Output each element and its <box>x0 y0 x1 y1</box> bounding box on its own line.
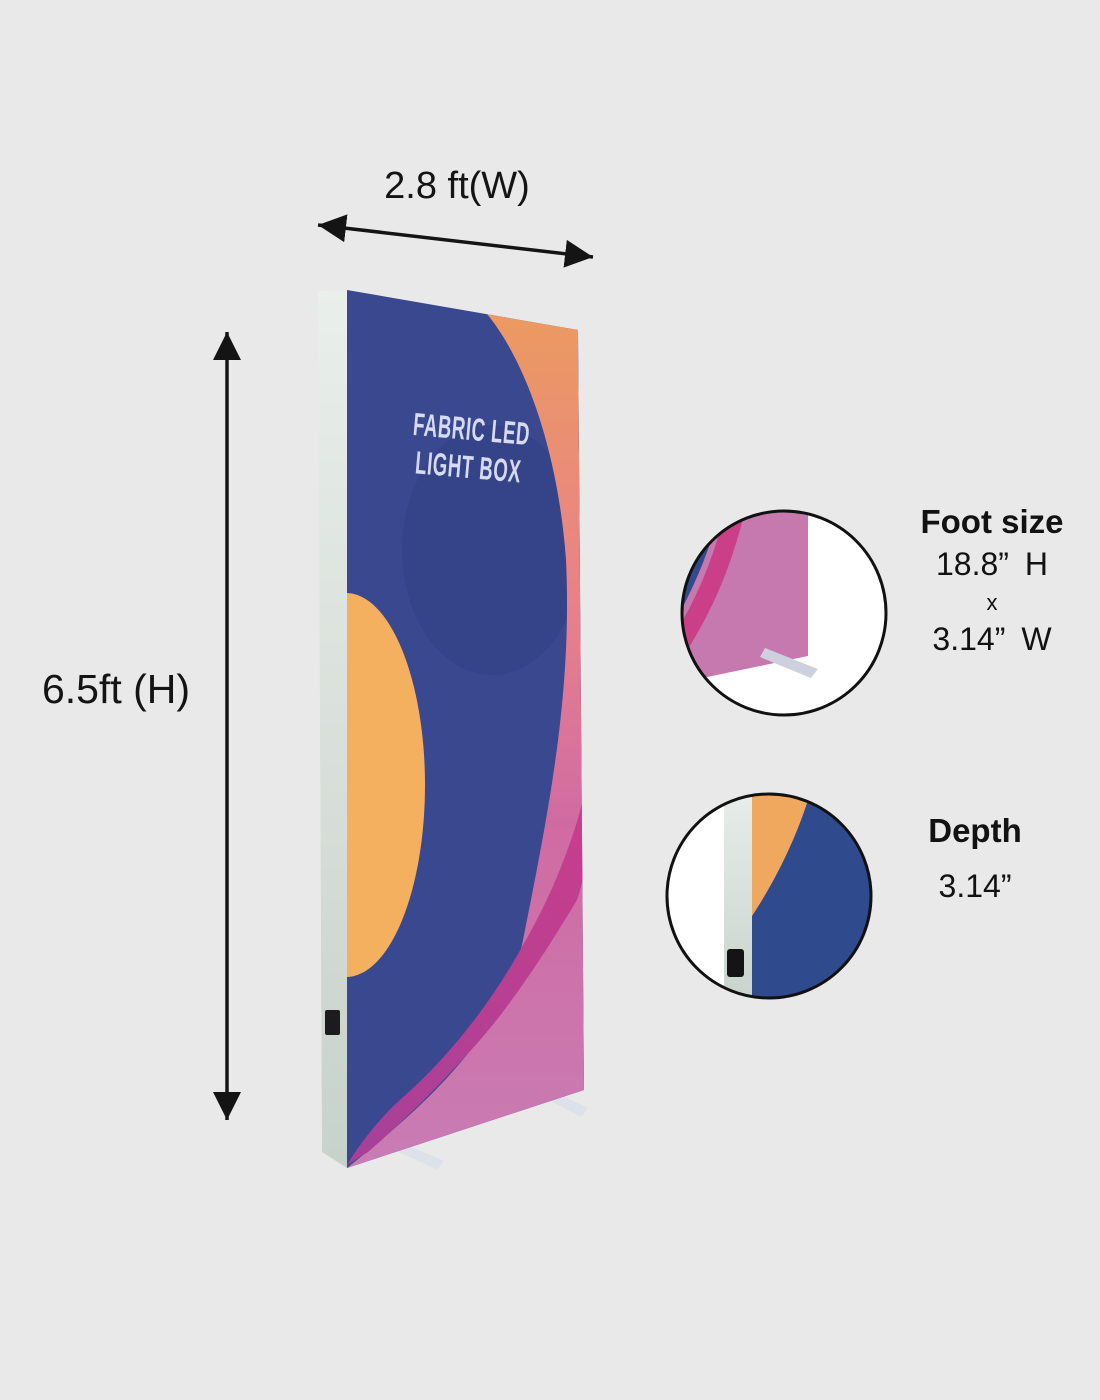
width-arrow <box>317 214 594 268</box>
detail-magenta-band <box>682 511 758 676</box>
banner-side-frame <box>318 290 347 1168</box>
depth-detail-content <box>724 794 871 998</box>
power-port <box>325 1010 340 1035</box>
banner-orange-disc <box>347 593 425 977</box>
depth-value: 3.14” <box>938 868 1012 904</box>
depth-block: Depth 3.14” <box>865 812 1085 905</box>
banner-front-face <box>347 290 584 1168</box>
foot-detail-content <box>682 511 818 689</box>
depth-detail-outline <box>665 792 873 1000</box>
foot-size-width: 3.14” W <box>932 621 1052 657</box>
banner-dark-halo <box>402 425 582 675</box>
foot-detail-circle <box>680 509 888 717</box>
depth-detail-circle <box>665 792 873 1000</box>
foot-size-separator: x <box>986 590 998 615</box>
foot-detail-outline <box>680 509 888 717</box>
height-dimension-label: 6.5ft (H) <box>41 666 191 712</box>
width-dimension-label: 2.8 ft(W) <box>384 165 530 207</box>
lightbox-banner <box>318 290 584 1168</box>
depth-title: Depth <box>928 812 1022 849</box>
foot-size-height: 18.8” H <box>935 546 1049 582</box>
detail-foot <box>760 648 818 678</box>
detail-orange-region <box>752 794 814 916</box>
detail-navy-region <box>752 794 871 998</box>
foot-size-block: Foot size 18.8” H x 3.14” W <box>877 503 1100 658</box>
foot-size-title: Foot size <box>920 503 1064 540</box>
detail-power-port <box>727 949 744 977</box>
banner-title: FABRIC LED LIGHT BOX <box>397 404 542 492</box>
